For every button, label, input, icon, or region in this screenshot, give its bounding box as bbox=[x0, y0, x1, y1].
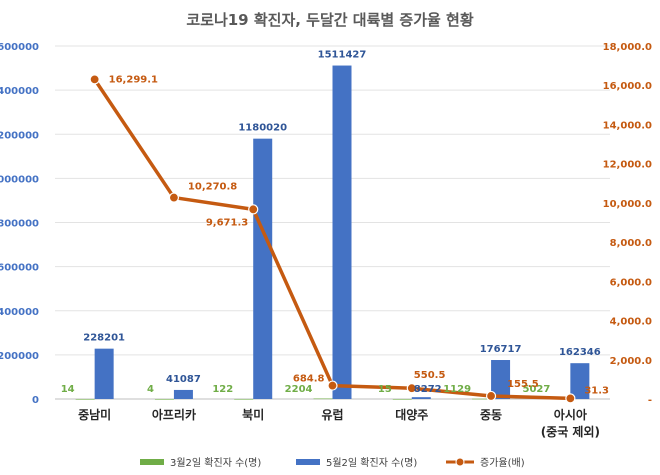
bar-mar2 bbox=[472, 398, 492, 400]
y-left-tick: 1600000 bbox=[0, 42, 39, 53]
data-labels: 14 4 122 2204 15 1129 5027 228201 41087 1180020 15… bbox=[61, 50, 609, 397]
category-label: 대양주 bbox=[395, 407, 428, 422]
legend-swatch bbox=[140, 459, 164, 465]
bar-may2 bbox=[253, 138, 273, 399]
data-label-may2: 1180020 bbox=[238, 123, 287, 134]
y-right-tick: 18,000.0 bbox=[603, 42, 652, 53]
y-left-tick: 0 bbox=[32, 395, 39, 406]
bar-mar2 bbox=[392, 398, 412, 400]
y-left-tick: 200000 bbox=[0, 351, 39, 362]
bar-mar2 bbox=[313, 398, 333, 400]
data-label-may2: 41087 bbox=[166, 374, 201, 385]
rate-marker bbox=[168, 192, 180, 203]
data-label-rate: 10,270.8 bbox=[188, 182, 237, 193]
bars bbox=[75, 65, 590, 400]
y-left-tick: 800000 bbox=[0, 219, 39, 230]
bar-may2 bbox=[332, 65, 352, 400]
rate-marker bbox=[565, 393, 576, 404]
data-label-may2: 1511427 bbox=[318, 50, 367, 61]
y-right-tick: 6,000.0 bbox=[610, 277, 652, 288]
y-right-tick: 8,000.0 bbox=[610, 238, 652, 249]
data-label-mar2: 5027 bbox=[523, 384, 551, 395]
data-label-rate: 16,299.1 bbox=[109, 74, 158, 85]
data-label-may2: 228201 bbox=[83, 333, 125, 344]
data-label-rate: 550.5 bbox=[414, 370, 446, 381]
y-left-tick: 1000000 bbox=[0, 174, 39, 185]
y-right-tick: 12,000.0 bbox=[603, 160, 652, 171]
bar-may2 bbox=[173, 389, 193, 399]
legend-label: 5월2일 확진자 수(명) bbox=[326, 457, 417, 469]
legend: 3월2일 확진자 수(명) 5월2일 확진자 수(명) 증가율(배) bbox=[140, 457, 525, 469]
category-label: 북미 bbox=[242, 407, 264, 422]
rate-marker bbox=[248, 204, 259, 215]
data-label-mar2: 2204 bbox=[285, 384, 313, 395]
y-right-tick: 2,000.0 bbox=[610, 356, 652, 367]
bar-may2 bbox=[411, 397, 431, 399]
y-right-tick: 4,000.0 bbox=[610, 317, 652, 328]
y-right-tick: - bbox=[648, 395, 652, 406]
y-axis-left: 0 200000 400000 600000 800000 1000000 1200000 1… bbox=[0, 42, 39, 406]
category-label: 아프리카 bbox=[152, 407, 196, 422]
category-label: 아시아 bbox=[554, 407, 587, 422]
bar-may2 bbox=[570, 363, 590, 399]
y-left-tick: 400000 bbox=[0, 307, 39, 318]
y-axis-right: - 2,000.0 4,000.0 6,000.0 8,000.0 10,000.0 12,… bbox=[603, 42, 652, 406]
data-label-may2: 176717 bbox=[480, 344, 522, 355]
category-label: 유럽 bbox=[321, 408, 343, 422]
data-label-mar2: 15 bbox=[378, 384, 392, 395]
y-right-tick: 10,000.0 bbox=[603, 199, 652, 210]
y-left-tick: 1400000 bbox=[0, 86, 39, 97]
data-label-mar2: 122 bbox=[212, 384, 233, 395]
data-label-rate: 684.8 bbox=[293, 374, 325, 385]
data-label-rate: 155.5 bbox=[507, 379, 539, 390]
rate-marker bbox=[485, 390, 497, 402]
data-label-mar2: 1129 bbox=[443, 384, 471, 395]
bar-mar2 bbox=[75, 398, 95, 400]
data-label-mar2: 4 bbox=[147, 384, 154, 395]
legend-swatch bbox=[296, 459, 320, 465]
legend-label: 증가율(배) bbox=[480, 457, 525, 469]
category-label: (중국 제외) bbox=[541, 424, 600, 439]
legend-marker bbox=[455, 457, 465, 467]
y-right-tick: 16,000.0 bbox=[603, 81, 652, 92]
rate-marker bbox=[327, 380, 338, 391]
data-label-may2: 8272 bbox=[414, 384, 442, 395]
chart-title: 코로나19 확진자, 두달간 대륙별 증가율 현황 bbox=[186, 11, 473, 29]
x-axis-categories: 중남미 아프리카 북미 유럽 대양주 중동 아시아 (중국 제외) bbox=[78, 407, 600, 439]
y-left-tick: 600000 bbox=[0, 263, 39, 274]
y-left-tick: 1200000 bbox=[0, 130, 39, 141]
bar-may2 bbox=[491, 360, 511, 399]
rate-marker bbox=[89, 74, 100, 85]
legend-label: 3월2일 확진자 수(명) bbox=[170, 457, 261, 469]
y-right-tick: 14,000.0 bbox=[603, 120, 652, 131]
category-label: 중동 bbox=[480, 408, 502, 422]
data-label-may2: 162346 bbox=[559, 347, 601, 358]
bar-mar2 bbox=[154, 398, 174, 400]
data-label-rate: 9,671.3 bbox=[206, 217, 248, 228]
data-label-rate: 31.3 bbox=[584, 385, 609, 396]
bar-may2 bbox=[94, 348, 114, 399]
bar-mar2 bbox=[234, 398, 254, 400]
category-label: 중남미 bbox=[78, 407, 111, 422]
rate-marker bbox=[406, 383, 417, 394]
rate-line bbox=[89, 74, 576, 404]
data-label-mar2: 14 bbox=[61, 384, 75, 395]
